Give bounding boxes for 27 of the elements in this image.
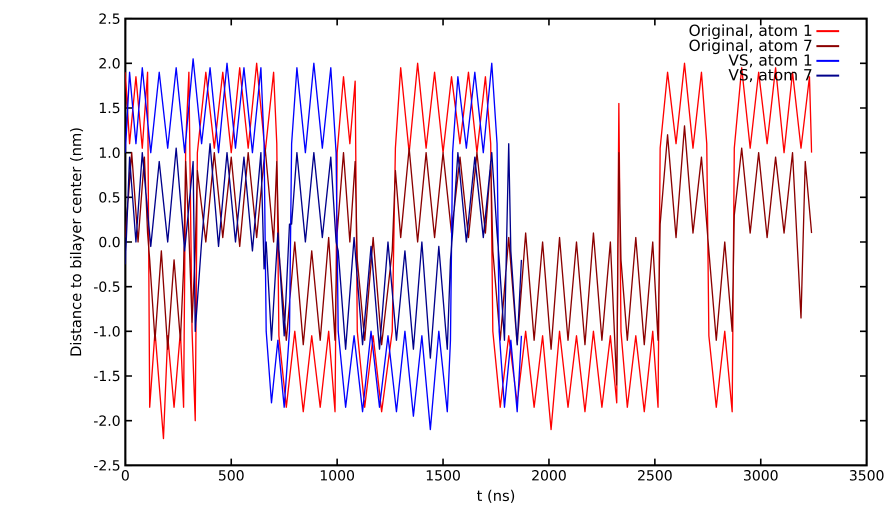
line-series [125, 125, 812, 386]
x-tick-label: 1500 [426, 470, 460, 480]
y-tick-label: 0.0 [99, 236, 120, 248]
y-tick-label: 1.0 [100, 147, 120, 158]
y-tick-label: 1.5 [100, 102, 120, 114]
x-tick-label: 3500 [850, 470, 884, 480]
legend-label: VS, atom 1 [728, 54, 812, 68]
x-tick-label: 3000 [744, 470, 778, 480]
y-tick-label: 0.5 [99, 192, 120, 202]
y-tick-label: -0.5 [94, 281, 120, 292]
y-tick-label: 2.5 [99, 13, 120, 24]
legend-label: Original, atom 7 [689, 39, 812, 54]
x-tick-label: 0 [122, 470, 129, 480]
y-tick-label: -1.5 [94, 370, 120, 382]
line-series [125, 142, 522, 359]
x-tick-label: 2500 [638, 470, 672, 480]
x-axis-title: t (ns) [477, 490, 514, 503]
line-series [125, 58, 522, 430]
y-tick-label: -1.0 [94, 326, 120, 336]
x-tick-label: 2000 [532, 470, 566, 480]
y-tick-label: -2.5 [94, 460, 120, 470]
x-tick-label: 1000 [320, 470, 354, 480]
y-axis-title: Distance to bilayer center (nm) [70, 128, 84, 356]
y-tick-label: 2.0 [99, 58, 120, 68]
y-tick-label: -2.0 [94, 415, 120, 426]
legend-label: Original, atom 1 [689, 24, 812, 39]
x-tick-label: 500 [218, 470, 244, 480]
